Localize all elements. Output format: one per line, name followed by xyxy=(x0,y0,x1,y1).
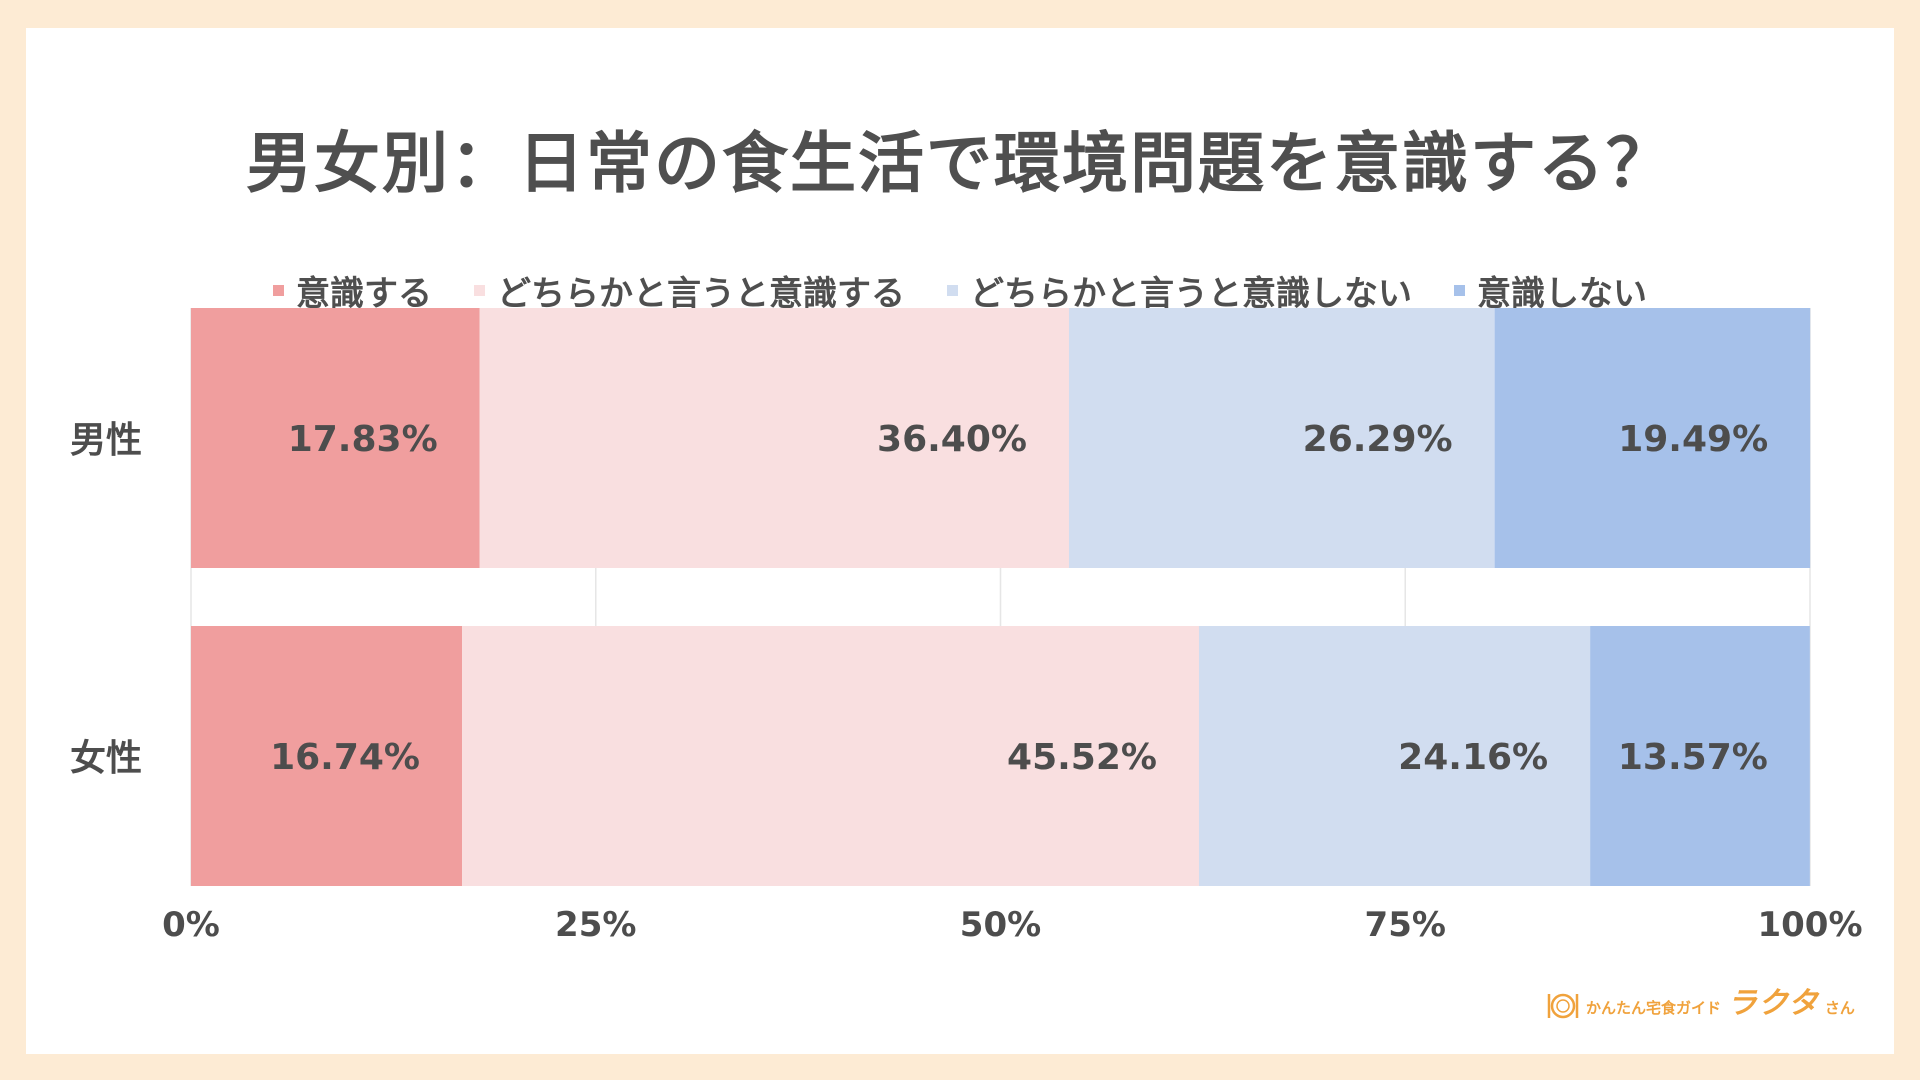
category-label-0: 男性 xyxy=(70,420,142,461)
logo-tagline: かんたん宅食ガイド xyxy=(1586,999,1722,1017)
legend-swatch-somewhat-aware xyxy=(474,285,485,296)
data-label-0-0: 17.83% xyxy=(288,419,438,460)
x-tick-label-0: 0% xyxy=(162,905,220,945)
legend-label-aware: 意識する xyxy=(296,274,432,314)
data-label-1-2: 24.16% xyxy=(1398,737,1548,778)
category-label-1: 女性 xyxy=(70,738,142,779)
chart-title: 男女別：日常の食生活で環境問題を意識する？ xyxy=(246,125,1674,202)
bar-1-0 xyxy=(191,626,463,886)
bar-0-3 xyxy=(1494,308,1811,568)
data-label-1-3: 13.57% xyxy=(1618,737,1768,778)
legend-label-somewhat-aware: どちらかと言うと意識する xyxy=(497,274,905,314)
logo-suffix: さん xyxy=(1824,999,1855,1017)
x-tick-label-4: 100% xyxy=(1757,905,1862,945)
data-label-0-3: 19.49% xyxy=(1618,419,1768,460)
bar-1-1 xyxy=(462,626,1199,886)
bar-0-2 xyxy=(1068,308,1495,568)
legend-label-unaware: 意識しない xyxy=(1477,274,1647,314)
bar-1-3 xyxy=(1590,626,1810,886)
x-tick-label-3: 75% xyxy=(1365,905,1446,945)
data-label-1-0: 16.74% xyxy=(270,737,420,778)
legend-item-aware: 意識する xyxy=(273,266,432,315)
legend-item-somewhat-unaware: どちらかと言うと意識しない xyxy=(947,266,1412,315)
x-tick-label-1: 25% xyxy=(555,905,636,945)
bar-0-1 xyxy=(479,308,1069,568)
legend-swatch-somewhat-unaware xyxy=(947,285,958,296)
x-tick-label-2: 50% xyxy=(960,905,1041,945)
legend-swatch-unaware xyxy=(1454,285,1465,296)
dish-icon xyxy=(1547,993,1579,1019)
legend-label-somewhat-unaware: どちらかと言うと意識しない xyxy=(970,274,1412,314)
data-label-1-1: 45.52% xyxy=(1007,737,1157,778)
legend-swatch-aware xyxy=(273,285,284,296)
bar-1-2 xyxy=(1198,626,1591,886)
data-label-0-1: 36.40% xyxy=(877,419,1027,460)
legend-item-unaware: 意識しない xyxy=(1454,266,1647,315)
data-label-0-2: 26.29% xyxy=(1303,419,1453,460)
stacked-bar-chart: 17.83% 36.40% 26.29% 19.49% 男性 16.74% 45.52% 24… xyxy=(70,308,1863,945)
site-logo: かんたん宅食ガイド ラクタ さん xyxy=(1546,978,1855,1022)
chart-card: 男女別：日常の食生活で環境問題を意識する？ 意識する どちらかと言うと意識する … xyxy=(26,28,1894,1054)
logo-name: ラクタ xyxy=(1727,986,1819,1021)
legend-item-somewhat-aware: どちらかと言うと意識する xyxy=(474,266,905,315)
chart-legend: 意識する どちらかと言うと意識する どちらかと言うと意識しない 意識しない xyxy=(26,266,1894,315)
bar-0-0 xyxy=(191,308,480,568)
